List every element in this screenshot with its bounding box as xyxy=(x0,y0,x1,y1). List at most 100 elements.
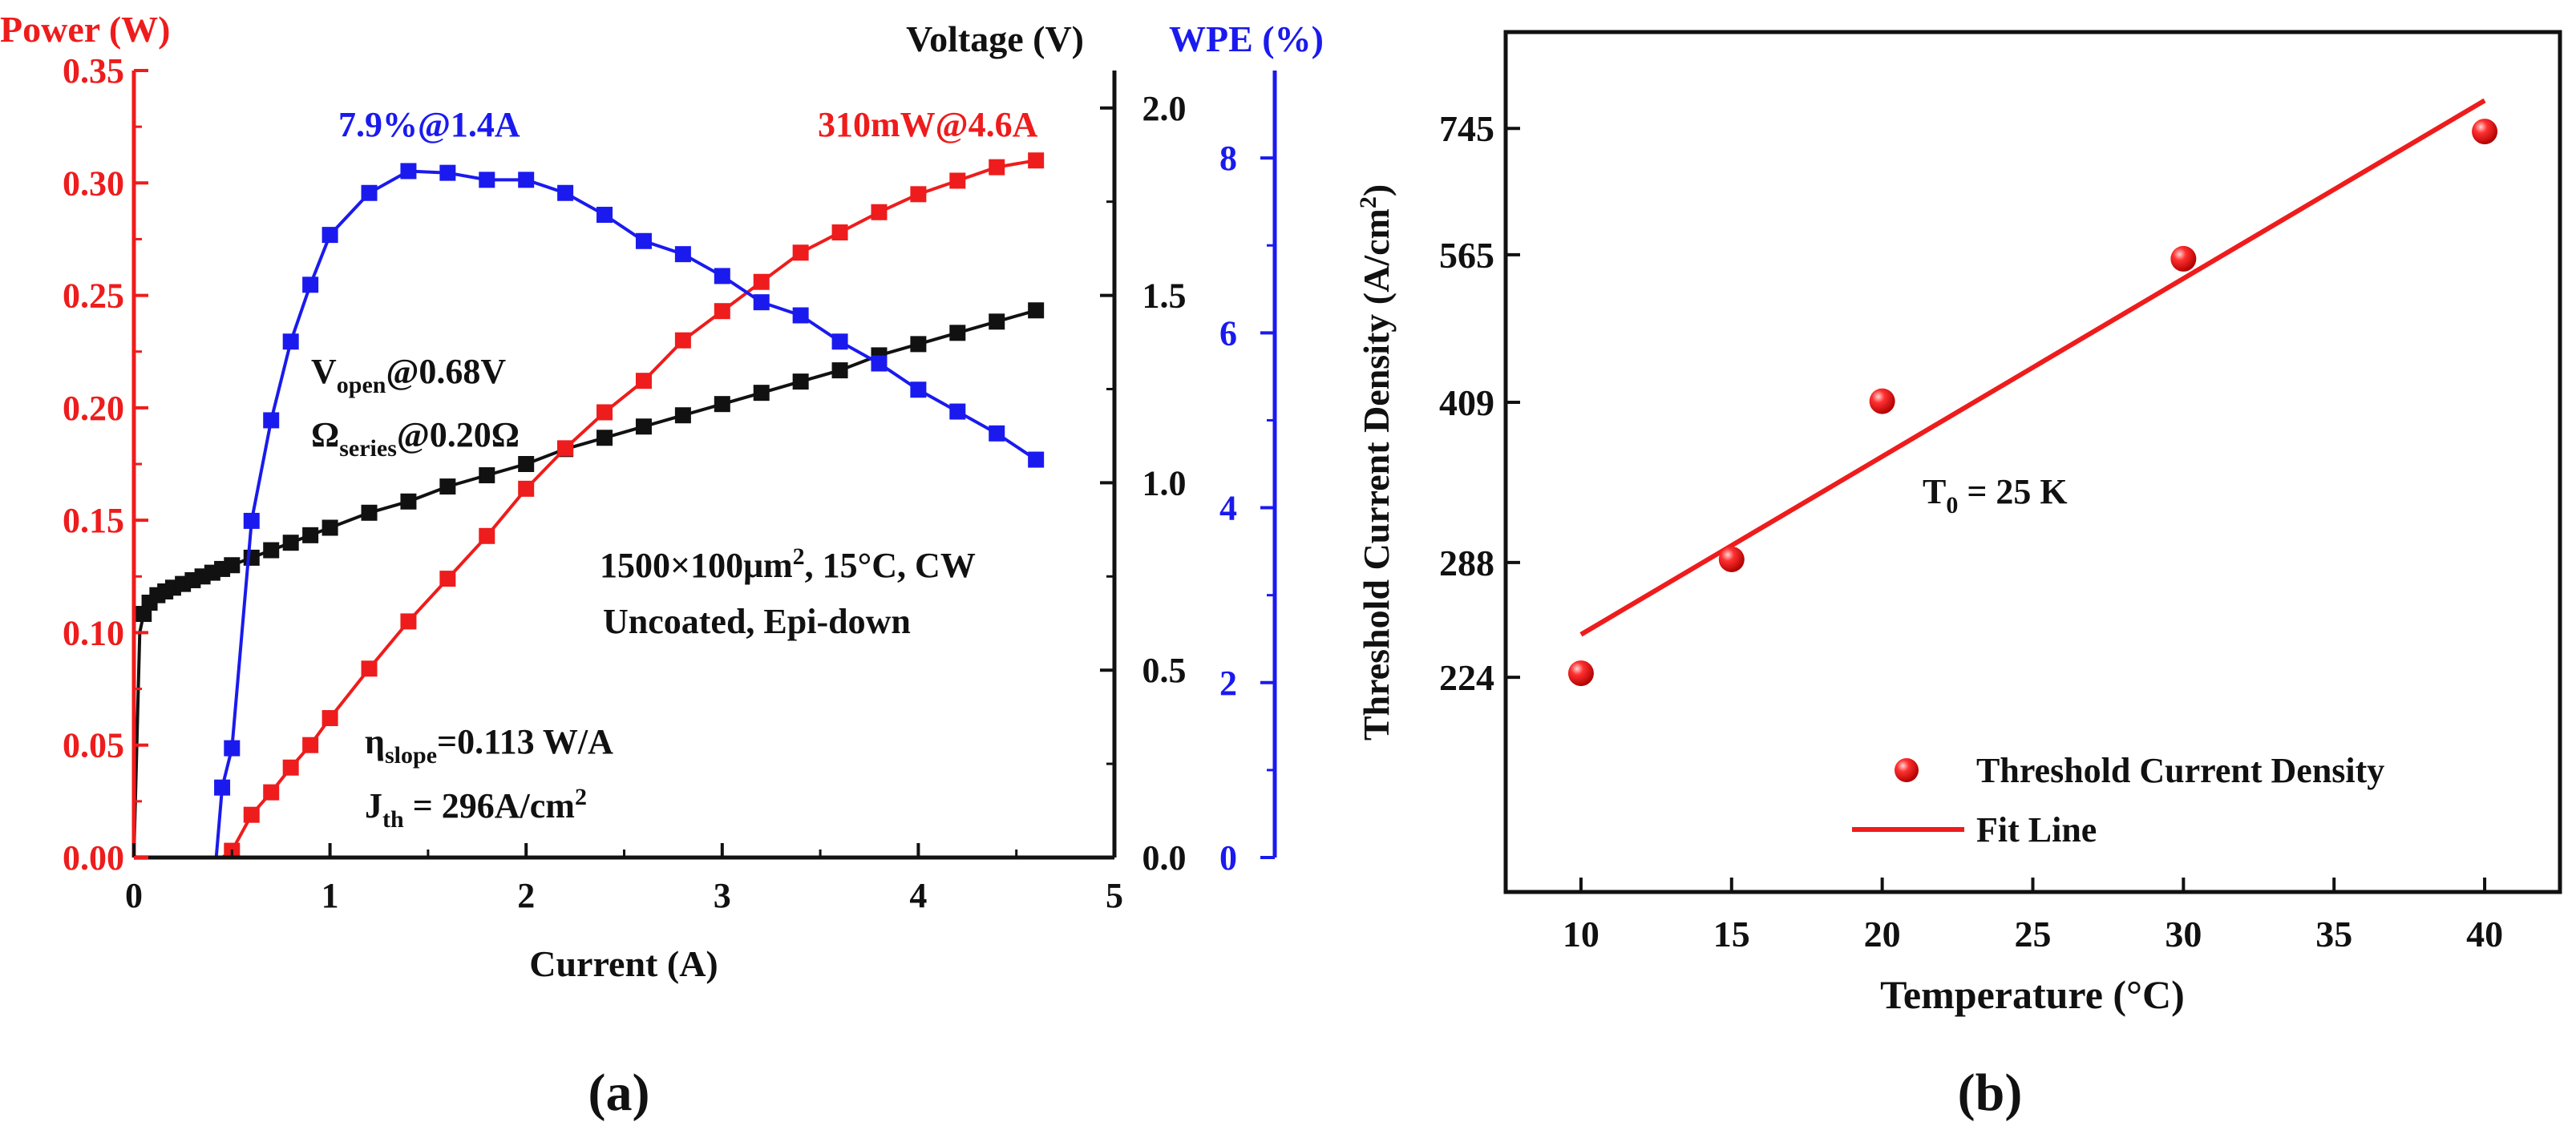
voltage-tick-label: 1.0 xyxy=(1142,463,1187,502)
threshold-point xyxy=(1869,388,1895,414)
power-point xyxy=(243,806,260,823)
threshold-tick-label: 745 xyxy=(1439,108,1494,149)
power-point xyxy=(674,332,691,349)
power-point xyxy=(792,244,809,261)
voltage-point xyxy=(1028,302,1045,319)
voltage-point xyxy=(282,535,299,551)
power-point xyxy=(557,440,574,457)
wpe-point xyxy=(714,268,730,285)
power-point xyxy=(596,404,613,421)
power-tick-label: 0.00 xyxy=(63,838,124,878)
wpe-tick-label: 2 xyxy=(1219,664,1237,703)
current-tick-label: 4 xyxy=(909,876,927,915)
wpe-point xyxy=(263,412,280,429)
voltage-point xyxy=(831,362,848,379)
voltage-point xyxy=(792,373,809,390)
wpe-point xyxy=(214,779,231,796)
wpe-tick-label: 8 xyxy=(1219,139,1237,178)
voltage-point xyxy=(910,336,927,353)
wpe-point xyxy=(635,232,652,249)
threshold-point xyxy=(2170,245,2197,272)
voltage-point xyxy=(635,418,652,435)
wpe-tick-label: 4 xyxy=(1219,489,1237,528)
power-tick-label: 0.20 xyxy=(63,389,124,428)
power-point xyxy=(400,613,417,630)
power-tick-label: 0.25 xyxy=(63,276,124,316)
current-tick-label: 0 xyxy=(125,876,143,915)
power-tick-label: 0.10 xyxy=(63,613,124,652)
wpe-point xyxy=(1028,451,1045,468)
voltage-series xyxy=(132,302,1045,858)
threshold-tick-label: 224 xyxy=(1439,657,1494,698)
wpe-tick-label: 0 xyxy=(1219,838,1237,878)
voltage-axis-title: Voltage (V) xyxy=(906,18,1084,59)
panel-b: 10 15 20 25 30 35 40 224 288 409 565 745 Temperatur… xyxy=(1355,30,2562,1122)
power-point xyxy=(949,172,966,189)
current-axis-title: Current (A) xyxy=(529,943,718,984)
voltage-tick-label: 0.5 xyxy=(1142,651,1187,690)
temperature-tick-label: 25 xyxy=(2015,914,2052,954)
fit-line xyxy=(1579,98,2486,637)
wpe-point xyxy=(910,381,927,398)
conditions-annotation-line2: Uncoated, Epi-down xyxy=(603,602,911,641)
wpe-point xyxy=(596,207,613,224)
threshold-point xyxy=(2472,119,2498,145)
wpe-point xyxy=(400,163,417,180)
power-point xyxy=(439,571,456,587)
power-point xyxy=(518,480,535,497)
legend-point-marker xyxy=(1895,758,1919,782)
temperature-tick-label: 15 xyxy=(1713,914,1750,954)
panel-a-ticks: 0 1 2 3 4 50.000.050.100.150.200.250.300.350.… xyxy=(63,51,1275,915)
voltage-tick-label: 2.0 xyxy=(1142,89,1187,128)
jth-annotation: Jth = 296A/cm2 xyxy=(365,784,587,833)
voltage-point xyxy=(263,542,280,559)
threshold-tick-label: 288 xyxy=(1439,543,1494,583)
voltage-point xyxy=(321,519,338,536)
power-tick-label: 0.15 xyxy=(63,501,124,540)
voltage-point xyxy=(674,407,691,424)
power-point xyxy=(989,159,1005,176)
wpe-point xyxy=(753,294,770,311)
power-axis-title: Power (W) xyxy=(0,9,170,50)
rseries-annotation: Ωseries@0.20Ω xyxy=(311,415,520,462)
threshold-point xyxy=(1567,660,1594,687)
power-tick-label: 0.35 xyxy=(63,51,124,91)
temperature-tick-label: 10 xyxy=(1563,914,1599,954)
voltage-point xyxy=(596,430,613,446)
power-point xyxy=(871,204,888,220)
power-point xyxy=(302,737,319,753)
voltage-point xyxy=(361,504,378,521)
panel-b-ticks: 10 15 20 25 30 35 40 224 288 409 565 745 xyxy=(1439,108,2503,954)
power-peak-annotation: 310mW@4.6A xyxy=(818,105,1038,144)
current-tick-label: 1 xyxy=(321,876,339,915)
wpe-point xyxy=(282,333,299,350)
current-tick-label: 2 xyxy=(517,876,535,915)
threshold-tick-label: 409 xyxy=(1439,382,1494,423)
wpe-tick-label: 6 xyxy=(1219,313,1237,353)
conditions-annotation-line1: 1500×100μm2, 15°C, CW xyxy=(600,543,976,585)
panel-a: 0 1 2 3 4 50.000.050.100.150.200.250.300.350.… xyxy=(0,9,1324,1122)
voltage-point xyxy=(439,478,456,495)
wpe-point xyxy=(674,246,691,263)
wpe-peak-annotation: 7.9%@1.4A xyxy=(338,105,520,144)
temperature-tick-label: 40 xyxy=(2466,914,2503,954)
temperature-tick-label: 30 xyxy=(2165,914,2202,954)
voltage-point xyxy=(714,396,730,413)
power-point xyxy=(479,527,495,544)
wpe-point xyxy=(243,512,260,529)
temperature-axis-title: Temperature (°C) xyxy=(1880,972,2185,1017)
power-point xyxy=(635,373,652,389)
voltage-tick-label: 1.5 xyxy=(1142,276,1187,316)
slope-annotation: ηslope=0.113 W/A xyxy=(365,722,613,769)
threshold-point xyxy=(1718,546,1745,572)
wpe-point xyxy=(518,172,535,188)
voltage-point xyxy=(400,493,417,510)
threshold-tick-label: 565 xyxy=(1439,235,1494,276)
power-point xyxy=(910,186,927,203)
wpe-point xyxy=(792,307,809,324)
panel-b-label: (b) xyxy=(1958,1063,2023,1122)
power-point xyxy=(321,710,338,727)
voltage-point xyxy=(753,385,770,402)
current-tick-label: 5 xyxy=(1106,876,1123,915)
